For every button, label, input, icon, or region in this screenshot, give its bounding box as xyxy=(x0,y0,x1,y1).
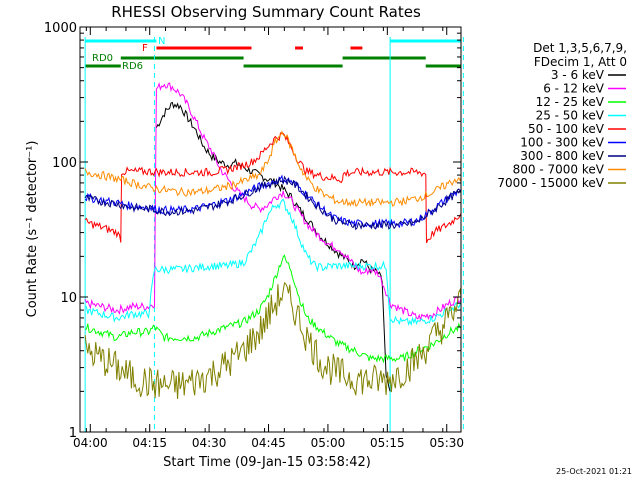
x-tick-label-5: 05:15 xyxy=(370,436,405,450)
y-axis-label: Count Rate (s⁻¹ detector⁻¹) xyxy=(25,141,40,318)
legend-label-1: 6 - 12 keV xyxy=(543,82,605,96)
legend-header-line-2: FDecim 1, Att 0 xyxy=(534,55,627,69)
legend-label-8: 7000 - 15000 keV xyxy=(497,176,604,190)
legend-label-4: 50 - 100 keV xyxy=(528,122,605,136)
y-axis: 1 10 100 1000 xyxy=(44,21,461,441)
legend-label-0: 3 - 6 keV xyxy=(551,68,605,82)
instrument-state-bars: NF RD0 RD6 xyxy=(85,36,461,72)
state-label-rd6: RD6 xyxy=(122,61,143,72)
y-tick-label-0: 1 xyxy=(69,426,77,441)
legend-label-3: 25 - 50 keV xyxy=(536,109,605,123)
legend: Det 1,3,5,6,7,9, FDecim 1, Att 0 3 - 6 k… xyxy=(497,41,627,190)
series-line-6 xyxy=(84,175,461,231)
legend-label-6: 300 - 800 keV xyxy=(520,149,604,163)
x-tick-label-2: 04:30 xyxy=(192,436,227,450)
series-line-1 xyxy=(84,81,461,322)
x-axis: 04:00 04:15 04:30 04:45 05:00 05:15 05:30 xyxy=(73,27,464,450)
chart-title: RHESSI Observing Summary Count Rates xyxy=(111,3,421,21)
series-line-8 xyxy=(84,281,461,400)
state-label-rd0: RD0 xyxy=(92,53,113,64)
state-label-n: N xyxy=(158,36,165,47)
x-axis-label: Start Time (09-Jan-15 03:58:42) xyxy=(163,455,371,470)
legend-header-line-1: Det 1,3,5,6,7,9, xyxy=(533,41,627,55)
attenuator-state-lines xyxy=(84,37,464,432)
legend-label-7: 800 - 7000 keV xyxy=(513,163,605,177)
y-tick-label-2: 100 xyxy=(52,156,77,171)
count-rate-series xyxy=(84,81,461,400)
state-label-f: F xyxy=(142,43,148,54)
x-tick-label-6: 05:30 xyxy=(429,436,464,450)
generation-timestamp: 25-Oct-2021 01:21 xyxy=(556,467,632,476)
series-line-7 xyxy=(84,130,461,207)
x-tick-label-4: 05:00 xyxy=(311,436,346,450)
series-line-3 xyxy=(84,198,461,327)
legend-label-5: 100 - 300 keV xyxy=(520,136,604,150)
legend-label-2: 12 - 25 keV xyxy=(536,95,605,109)
series-line-5 xyxy=(84,174,461,229)
series-line-4 xyxy=(84,132,461,244)
series-line-2 xyxy=(84,254,461,364)
x-tick-label-0: 04:00 xyxy=(73,436,108,450)
y-tick-label-3: 1000 xyxy=(44,21,77,36)
x-tick-label-1: 04:15 xyxy=(132,436,167,450)
plot-frame xyxy=(79,26,462,433)
y-tick-label-1: 10 xyxy=(60,291,77,306)
x-tick-label-3: 04:45 xyxy=(251,436,286,450)
